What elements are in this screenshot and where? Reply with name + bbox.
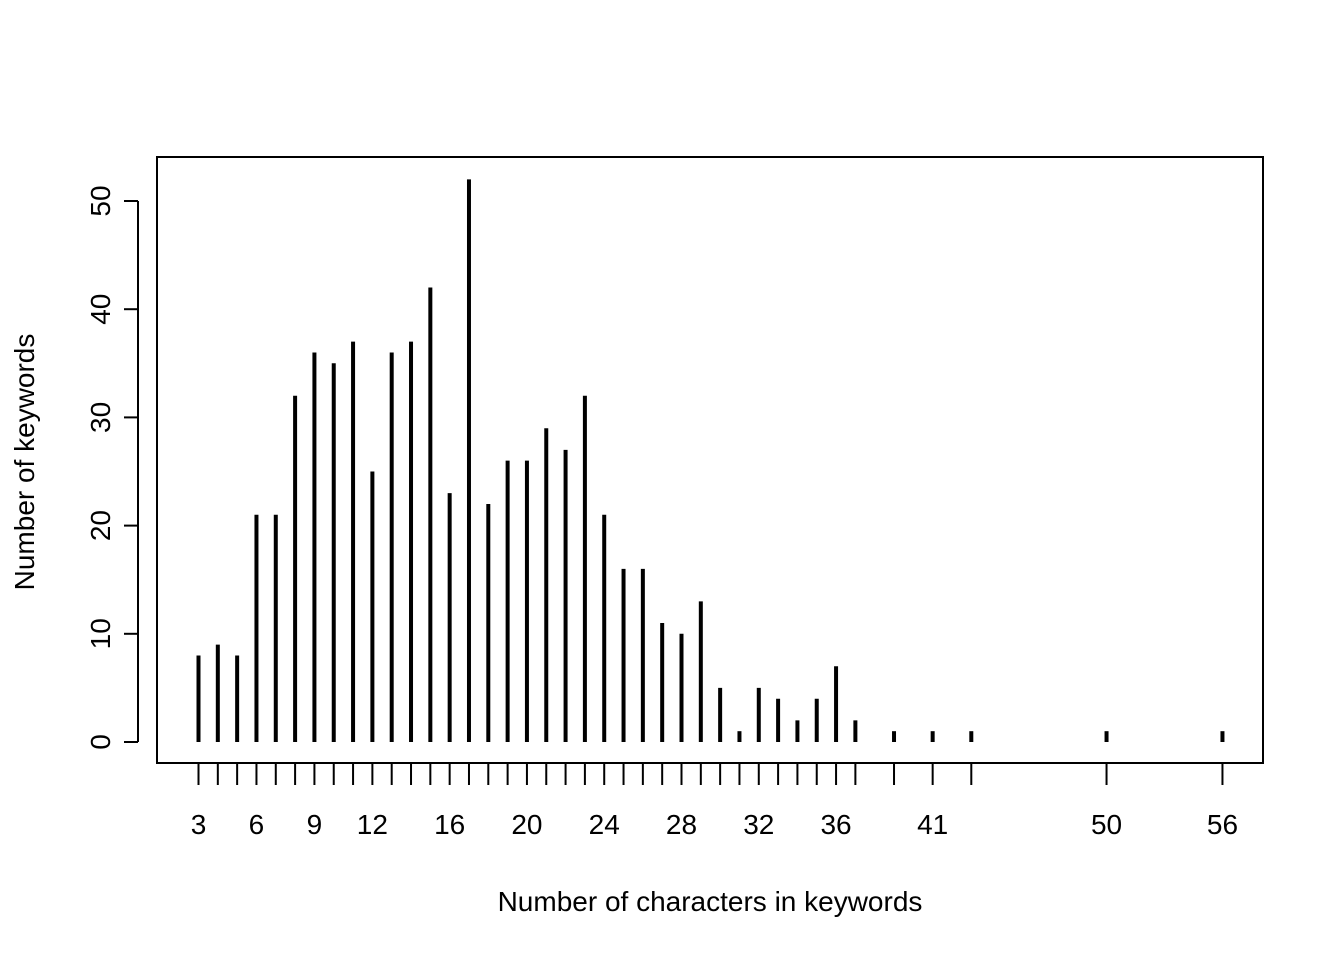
x-tick-label: 20 xyxy=(511,809,542,840)
x-tick-label: 6 xyxy=(249,809,265,840)
x-tick-label: 50 xyxy=(1091,809,1122,840)
y-tick-label: 40 xyxy=(85,294,116,325)
y-axis-label: Number of keywords xyxy=(9,334,40,591)
x-tick-label: 56 xyxy=(1207,809,1238,840)
y-tick-label: 20 xyxy=(85,510,116,541)
x-tick-label: 12 xyxy=(357,809,388,840)
x-tick-label: 36 xyxy=(820,809,851,840)
y-tick-label: 30 xyxy=(85,402,116,433)
x-axis: 3 6 9 12 16 20 24 28 32 36 41 50 56 xyxy=(191,762,1238,840)
x-tick-label: 16 xyxy=(434,809,465,840)
y-tick-label: 50 xyxy=(85,185,116,216)
x-tick-label: 9 xyxy=(307,809,323,840)
plot-frame xyxy=(156,156,1264,764)
x-axis-label: Number of characters in keywords xyxy=(498,886,923,917)
spike-series xyxy=(196,179,1225,742)
x-tick-label: 41 xyxy=(917,809,948,840)
x-tick-label: 28 xyxy=(666,809,697,840)
x-tick-label: 32 xyxy=(743,809,774,840)
y-axis: 0 10 20 30 40 50 xyxy=(85,185,139,750)
x-tick-label: 3 xyxy=(191,809,207,840)
y-tick-label: 10 xyxy=(85,618,116,649)
y-tick-label: 0 xyxy=(85,734,116,750)
x-tick-label: 24 xyxy=(589,809,620,840)
